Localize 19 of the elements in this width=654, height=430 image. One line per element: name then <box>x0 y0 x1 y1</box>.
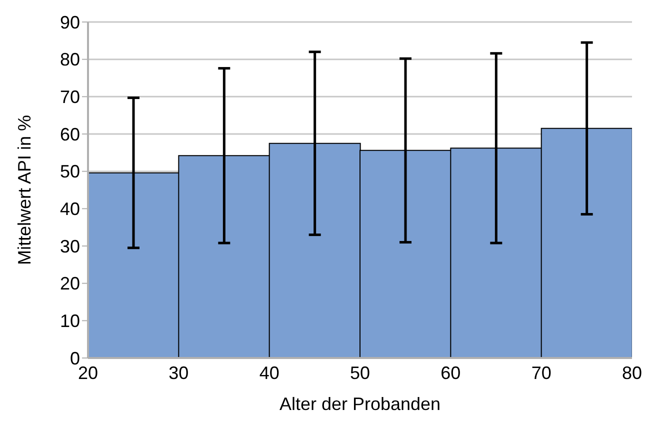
y-tick-label: 60 <box>60 124 80 144</box>
x-tick-label: 40 <box>259 362 280 383</box>
y-tick-label: 10 <box>60 311 80 332</box>
y-tick-label: 20 <box>60 274 80 294</box>
x-tick-label: 30 <box>168 362 189 383</box>
y-tick-label: 80 <box>60 50 80 70</box>
y-tick-label: 30 <box>60 236 80 256</box>
y-tick-label: 50 <box>60 162 80 182</box>
x-axis-title: Alter der Probanden <box>279 394 441 414</box>
y-tick-label: 0 <box>70 348 80 368</box>
x-tick-label: 50 <box>350 362 370 383</box>
x-tick-label: 70 <box>531 362 552 383</box>
x-tick-label: 80 <box>622 362 642 383</box>
x-tick-label: 20 <box>78 362 98 383</box>
y-tick-label: 40 <box>60 199 80 220</box>
y-axis-title: Mittelwert API in % <box>14 114 34 266</box>
y-tick-label: 70 <box>60 87 80 108</box>
y-tick-label: 90 <box>60 12 80 32</box>
x-tick-label: 60 <box>440 362 461 383</box>
